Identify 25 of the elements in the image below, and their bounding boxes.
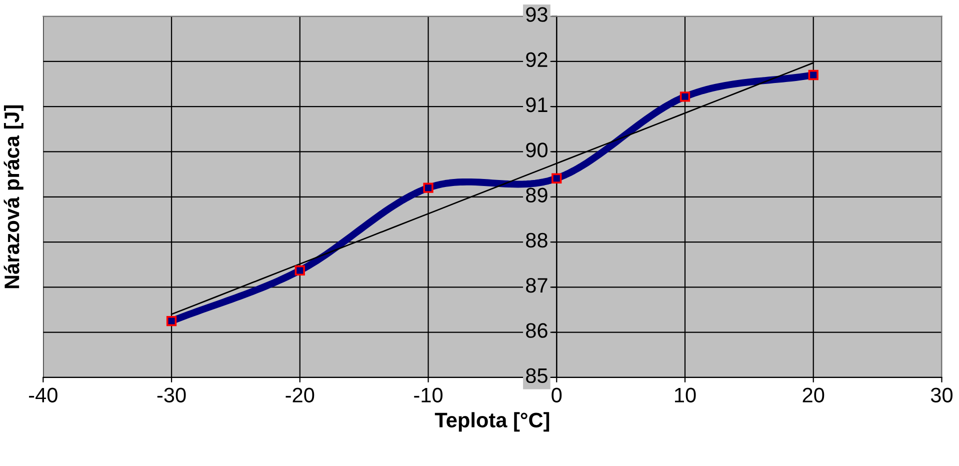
point	[680, 92, 690, 102]
x-tick-label: -40	[29, 388, 58, 402]
y-tick-label: 86	[526, 323, 548, 338]
x-tick-label: 0	[552, 388, 562, 402]
x-tick-label: -20	[286, 388, 314, 402]
y-tick-label: 87	[526, 278, 548, 293]
y-tick-label: 85	[526, 368, 548, 384]
x-tick-label: 10	[675, 388, 696, 402]
point	[423, 182, 434, 193]
point	[166, 316, 177, 326]
y-tick-label: 92	[526, 52, 548, 68]
x-tick-label: 30	[930, 388, 953, 402]
point	[808, 70, 818, 80]
point	[294, 265, 305, 276]
y-tick-label: 88	[526, 232, 548, 248]
y-tick-label: 89	[526, 188, 548, 202]
y-tick-label: 91	[526, 97, 548, 112]
y-tick-label: 90	[526, 142, 548, 158]
y-axis-title: Nárazová práca [J]	[4, 105, 24, 288]
x-axis-title: Teplota [°C]	[434, 412, 550, 432]
x-tick-label: 20	[802, 388, 824, 402]
x-tick-label: -30	[157, 388, 186, 402]
x-tick-label: -10	[414, 388, 443, 402]
point	[552, 173, 562, 184]
y-tick-label: 93	[526, 7, 548, 22]
